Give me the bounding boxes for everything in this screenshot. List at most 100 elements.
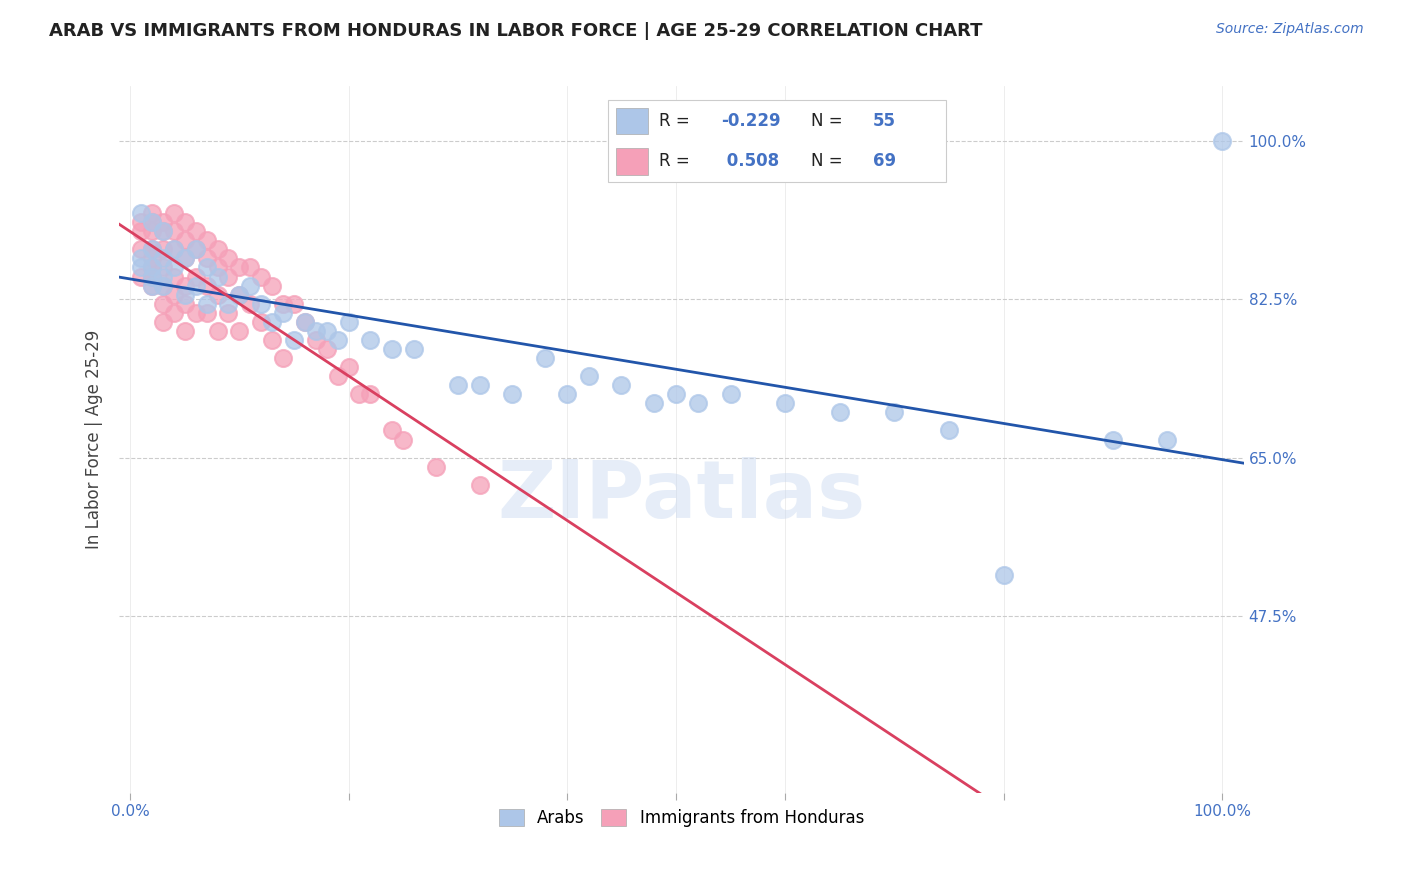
Point	[883, 405, 905, 419]
Point	[315, 324, 337, 338]
FancyBboxPatch shape	[609, 101, 946, 182]
Point	[501, 387, 523, 401]
Point	[184, 269, 207, 284]
Point	[152, 278, 174, 293]
Point	[217, 269, 239, 284]
Point	[337, 315, 360, 329]
Point	[720, 387, 742, 401]
Point	[239, 260, 262, 275]
Point	[141, 215, 163, 229]
Point	[129, 252, 152, 266]
Point	[207, 243, 229, 257]
Text: 0.508: 0.508	[721, 153, 779, 170]
Point	[163, 287, 186, 301]
Point	[555, 387, 578, 401]
Point	[1101, 433, 1123, 447]
Point	[337, 360, 360, 375]
Point	[773, 396, 796, 410]
Point	[173, 233, 195, 247]
Point	[468, 378, 491, 392]
Point	[228, 260, 250, 275]
Point	[610, 378, 633, 392]
Point	[129, 260, 152, 275]
Point	[184, 224, 207, 238]
Point	[294, 315, 316, 329]
Point	[305, 324, 328, 338]
Point	[173, 324, 195, 338]
Point	[195, 260, 218, 275]
Bar	[616, 148, 648, 175]
Point	[195, 278, 218, 293]
Legend: Arabs, Immigrants from Honduras: Arabs, Immigrants from Honduras	[492, 802, 870, 834]
Point	[578, 369, 600, 384]
Point	[283, 333, 305, 347]
Point	[686, 396, 709, 410]
Point	[152, 278, 174, 293]
Text: R =: R =	[659, 112, 695, 130]
Point	[534, 351, 557, 365]
Point	[129, 224, 152, 238]
Point	[163, 206, 186, 220]
Point	[195, 252, 218, 266]
Point	[152, 252, 174, 266]
Point	[359, 387, 381, 401]
Point	[447, 378, 470, 392]
Point	[152, 269, 174, 284]
Point	[1156, 433, 1178, 447]
Point	[141, 260, 163, 275]
Text: ARAB VS IMMIGRANTS FROM HONDURAS IN LABOR FORCE | AGE 25-29 CORRELATION CHART: ARAB VS IMMIGRANTS FROM HONDURAS IN LABO…	[49, 22, 983, 40]
Point	[152, 224, 174, 238]
Point	[425, 459, 447, 474]
Point	[173, 278, 195, 293]
Point	[141, 260, 163, 275]
Point	[381, 342, 404, 356]
Point	[828, 405, 851, 419]
Point	[141, 269, 163, 284]
Point	[217, 252, 239, 266]
Point	[250, 315, 273, 329]
Point	[217, 296, 239, 310]
Point	[173, 252, 195, 266]
Text: ZIPatlas: ZIPatlas	[498, 457, 866, 535]
Point	[228, 287, 250, 301]
Point	[271, 306, 294, 320]
Point	[129, 206, 152, 220]
Point	[141, 278, 163, 293]
Text: 55: 55	[873, 112, 896, 130]
Text: N =: N =	[811, 112, 848, 130]
Point	[184, 306, 207, 320]
Point	[993, 568, 1015, 582]
Point	[207, 287, 229, 301]
Point	[271, 351, 294, 365]
Point	[173, 296, 195, 310]
Point	[228, 287, 250, 301]
Point	[184, 243, 207, 257]
Point	[217, 306, 239, 320]
Point	[250, 269, 273, 284]
Point	[173, 215, 195, 229]
Point	[163, 269, 186, 284]
Text: R =: R =	[659, 153, 695, 170]
Point	[195, 306, 218, 320]
Text: Source: ZipAtlas.com: Source: ZipAtlas.com	[1216, 22, 1364, 37]
Point	[1211, 134, 1233, 148]
Point	[141, 243, 163, 257]
Point	[207, 269, 229, 284]
Text: N =: N =	[811, 153, 848, 170]
Point	[141, 243, 163, 257]
Point	[163, 243, 186, 257]
Point	[239, 296, 262, 310]
Point	[163, 306, 186, 320]
Point	[152, 315, 174, 329]
Text: -0.229: -0.229	[721, 112, 780, 130]
Point	[152, 260, 174, 275]
Point	[152, 224, 174, 238]
Point	[141, 206, 163, 220]
Point	[152, 215, 174, 229]
Point	[468, 477, 491, 491]
Point	[283, 296, 305, 310]
Point	[665, 387, 688, 401]
Point	[294, 315, 316, 329]
Point	[195, 233, 218, 247]
Point	[173, 287, 195, 301]
